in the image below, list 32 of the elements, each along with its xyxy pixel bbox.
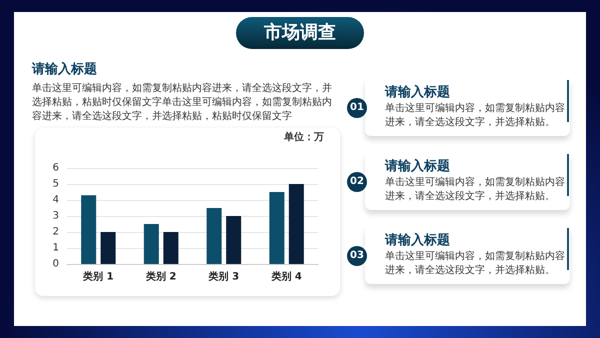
text: 请输入标题	[385, 84, 450, 101]
chart-title: 市场调查	[236, 17, 364, 49]
bar	[206, 208, 222, 264]
y-tick-label: 3	[52, 210, 59, 222]
bar	[100, 232, 116, 264]
text: 单击这里可编辑内容，如需复制粘贴内容进来，请全选这段文字，并选择粘贴。	[385, 102, 565, 130]
y-tick-label: 0	[52, 258, 59, 270]
bar	[288, 184, 304, 264]
y-tick-label: 1	[52, 242, 59, 254]
x-tick-label: 类别 3	[208, 270, 240, 282]
x-tick-label: 类别 4	[270, 270, 302, 282]
text: 请输入标题	[385, 232, 450, 249]
y-tick-label: 6	[52, 162, 59, 174]
text: 03	[347, 246, 367, 266]
chart-subtitle: 请输入标题	[32, 60, 97, 78]
x-tick-label: 类别 2	[144, 270, 176, 282]
x-tick-label: 类别 1	[82, 270, 114, 282]
bar	[163, 232, 178, 264]
bar	[226, 216, 242, 264]
bar	[144, 224, 159, 264]
text: 单击这里可编辑内容，如需复制粘贴内容进来，请全选这段文字，并选择粘贴，粘贴时仅保留文字单击这里可编辑内容，如需复制粘贴内容进来，请全选这段文字，并选择粘贴，粘贴时仅保留文字	[32, 82, 333, 124]
text: 02	[347, 172, 367, 192]
text: 单击这里可编辑内容，如需复制粘贴内容进来，请全选这段文字，并选择粘贴。	[385, 176, 565, 204]
text: 单击这里可编辑内容，如需复制粘贴内容进来，请全选这段文字，并选择粘贴。	[385, 250, 565, 278]
bar	[269, 192, 284, 264]
text: 01	[347, 98, 367, 118]
y-tick-label: 5	[52, 178, 59, 190]
bar	[81, 195, 96, 264]
text: 请输入标题	[385, 158, 450, 175]
y-tick-label: 4	[52, 194, 59, 206]
y-tick-label: 2	[52, 226, 59, 238]
y-axis-title: 单位：万	[284, 130, 324, 144]
